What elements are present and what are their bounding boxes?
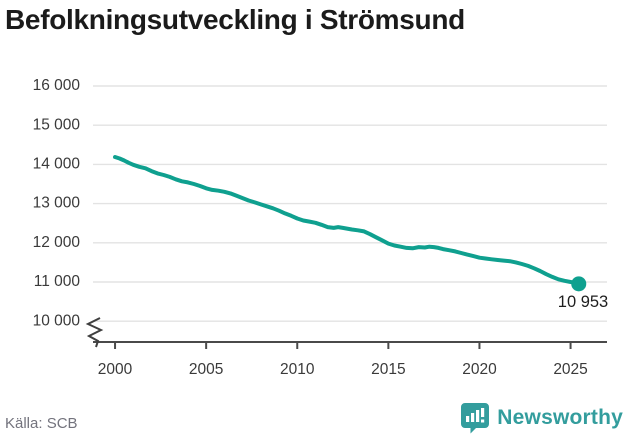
chart-title: Befolkningsutveckling i Strömsund bbox=[5, 4, 465, 35]
x-tick-label: 2000 bbox=[98, 361, 133, 378]
y-tick-label: 13 000 bbox=[33, 195, 81, 212]
y-tick-label: 11 000 bbox=[34, 273, 81, 290]
axis-break-icon bbox=[85, 317, 104, 348]
newsworthy-bubble-chart-icon bbox=[461, 403, 490, 434]
x-tick-label: 2015 bbox=[371, 361, 405, 378]
y-tick-label: 12 000 bbox=[33, 234, 81, 251]
latest-value-label: 10 953 bbox=[558, 293, 608, 311]
newsworthy-logo: Newsworthy bbox=[460, 402, 623, 434]
x-tick-label: 2020 bbox=[462, 361, 497, 378]
newsworthy-wordmark: Newsworthy bbox=[497, 406, 623, 429]
source-note: Källa: SCB bbox=[5, 415, 78, 432]
x-tick-label: 2005 bbox=[189, 361, 223, 378]
x-tick-label: 2010 bbox=[280, 361, 315, 378]
y-tick-label: 14 000 bbox=[33, 155, 81, 172]
population-line bbox=[113, 155, 581, 286]
x-tick-label: 2025 bbox=[553, 361, 587, 378]
latest-value-marker bbox=[571, 276, 587, 292]
y-tick-label: 10 000 bbox=[33, 312, 81, 329]
y-tick-label: 15 000 bbox=[33, 116, 81, 133]
y-tick-label: 16 000 bbox=[33, 77, 81, 94]
